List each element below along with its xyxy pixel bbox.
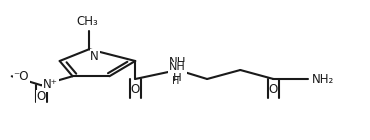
Text: O: O: [131, 83, 140, 96]
Text: CH₃: CH₃: [77, 15, 98, 28]
Text: H: H: [172, 76, 179, 86]
Text: O: O: [269, 83, 278, 96]
Text: NH₂: NH₂: [312, 73, 334, 86]
Text: N: N: [90, 50, 99, 63]
Text: N⁺: N⁺: [43, 78, 58, 91]
Text: NH: NH: [169, 62, 186, 72]
Text: O: O: [37, 90, 46, 103]
Text: ⁻O: ⁻O: [14, 70, 29, 83]
Text: NH
H: NH H: [169, 56, 186, 84]
